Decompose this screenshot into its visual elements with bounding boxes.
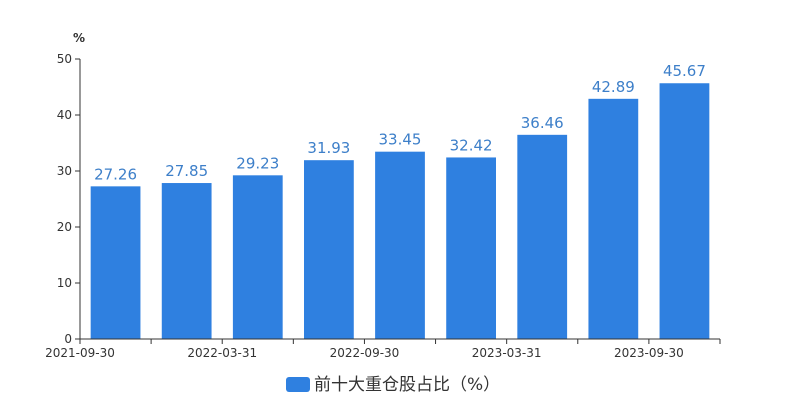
bar[interactable] (161, 183, 212, 339)
y-tick-label: 20 (57, 220, 72, 234)
bar[interactable] (517, 134, 568, 339)
y-tick-label: 30 (57, 164, 72, 178)
bar[interactable] (588, 98, 639, 339)
legend[interactable]: 前十大重仓股占比（%） (286, 375, 500, 395)
bar-value-label: 29.23 (236, 154, 279, 172)
x-tick-label: 2021-09-30 (45, 346, 115, 360)
legend-swatch[interactable] (286, 377, 310, 392)
bar[interactable] (446, 157, 496, 339)
bar-value-label: 33.45 (379, 131, 422, 149)
legend-label[interactable]: 前十大重仓股占比（%） (314, 375, 500, 395)
x-tick-label: 2023-03-31 (472, 346, 542, 360)
bar[interactable] (375, 151, 425, 339)
y-tick-label: 10 (57, 276, 72, 290)
y-axis-unit-label: % (73, 31, 85, 45)
x-tick-label: 2022-09-30 (330, 346, 400, 360)
y-axis: 0 10 20 30 40 50 (57, 52, 81, 346)
bar-value-label: 42.89 (592, 78, 635, 96)
x-tick-label: 2023-09-30 (614, 346, 684, 360)
bar-value-label: 27.85 (165, 162, 208, 180)
x-axis: 2021-09-30 2022-03-31 2022-09-30 2023-03-31… (45, 338, 721, 360)
bars: 27.26 27.85 29.23 31.93 33.45 32.42 36.46 42.89… (90, 62, 710, 339)
bar[interactable] (232, 175, 283, 339)
y-tick-label: 50 (57, 52, 72, 66)
bar-value-label: 36.46 (521, 114, 564, 132)
bar[interactable] (304, 160, 354, 339)
bar-value-label: 45.67 (663, 62, 706, 80)
x-tick-label: 2022-03-31 (187, 346, 257, 360)
y-tick-label: 0 (64, 332, 72, 346)
bar[interactable] (659, 83, 710, 339)
bar-value-label: 27.26 (94, 165, 137, 183)
y-tick-label: 40 (57, 108, 72, 122)
bar-value-label: 31.93 (307, 139, 350, 157)
bar-value-label: 32.42 (450, 136, 493, 154)
bar[interactable] (90, 186, 141, 339)
